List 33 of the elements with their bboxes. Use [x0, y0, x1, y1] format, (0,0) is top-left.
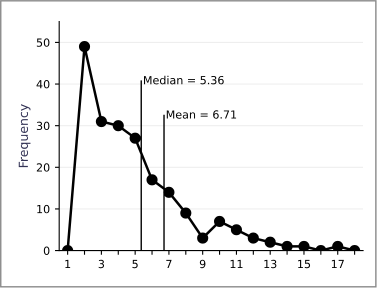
point	[112, 120, 124, 132]
x-tick-label: 1	[65, 260, 70, 268]
point	[332, 240, 344, 251]
x-tick-label: 11	[230, 260, 242, 268]
point	[163, 186, 174, 198]
point	[264, 236, 276, 248]
point	[298, 240, 310, 251]
x-tick-label: 9	[200, 260, 206, 268]
y-tick-label: 50	[36, 38, 50, 47]
ref-line-label: Mean = 6.71	[166, 110, 236, 119]
y-tick-label: 0	[44, 246, 50, 255]
y-tick-label: 10	[37, 204, 50, 214]
x-tick-label: 7	[166, 260, 172, 268]
point	[248, 232, 259, 244]
point	[180, 208, 192, 219]
point	[96, 116, 107, 128]
point	[230, 224, 242, 236]
x-tick-label: 13	[264, 260, 276, 268]
y-axis-title: Frequency	[18, 104, 30, 168]
point	[146, 174, 158, 186]
x-tick-label: 17	[332, 260, 344, 268]
x-tick-label: 3	[98, 260, 104, 268]
y-tick-label: 20	[36, 163, 50, 172]
point	[130, 132, 141, 144]
x-tick-label: 15	[298, 260, 310, 268]
point	[197, 232, 208, 244]
y-tick-label: 30	[36, 122, 50, 130]
y-tick-label: 40	[36, 80, 50, 88]
ref-line-label: Median = 5.36	[144, 76, 224, 84]
point	[214, 216, 226, 227]
point	[282, 240, 293, 251]
x-tick-label: 5	[132, 260, 138, 268]
point	[78, 41, 90, 52]
